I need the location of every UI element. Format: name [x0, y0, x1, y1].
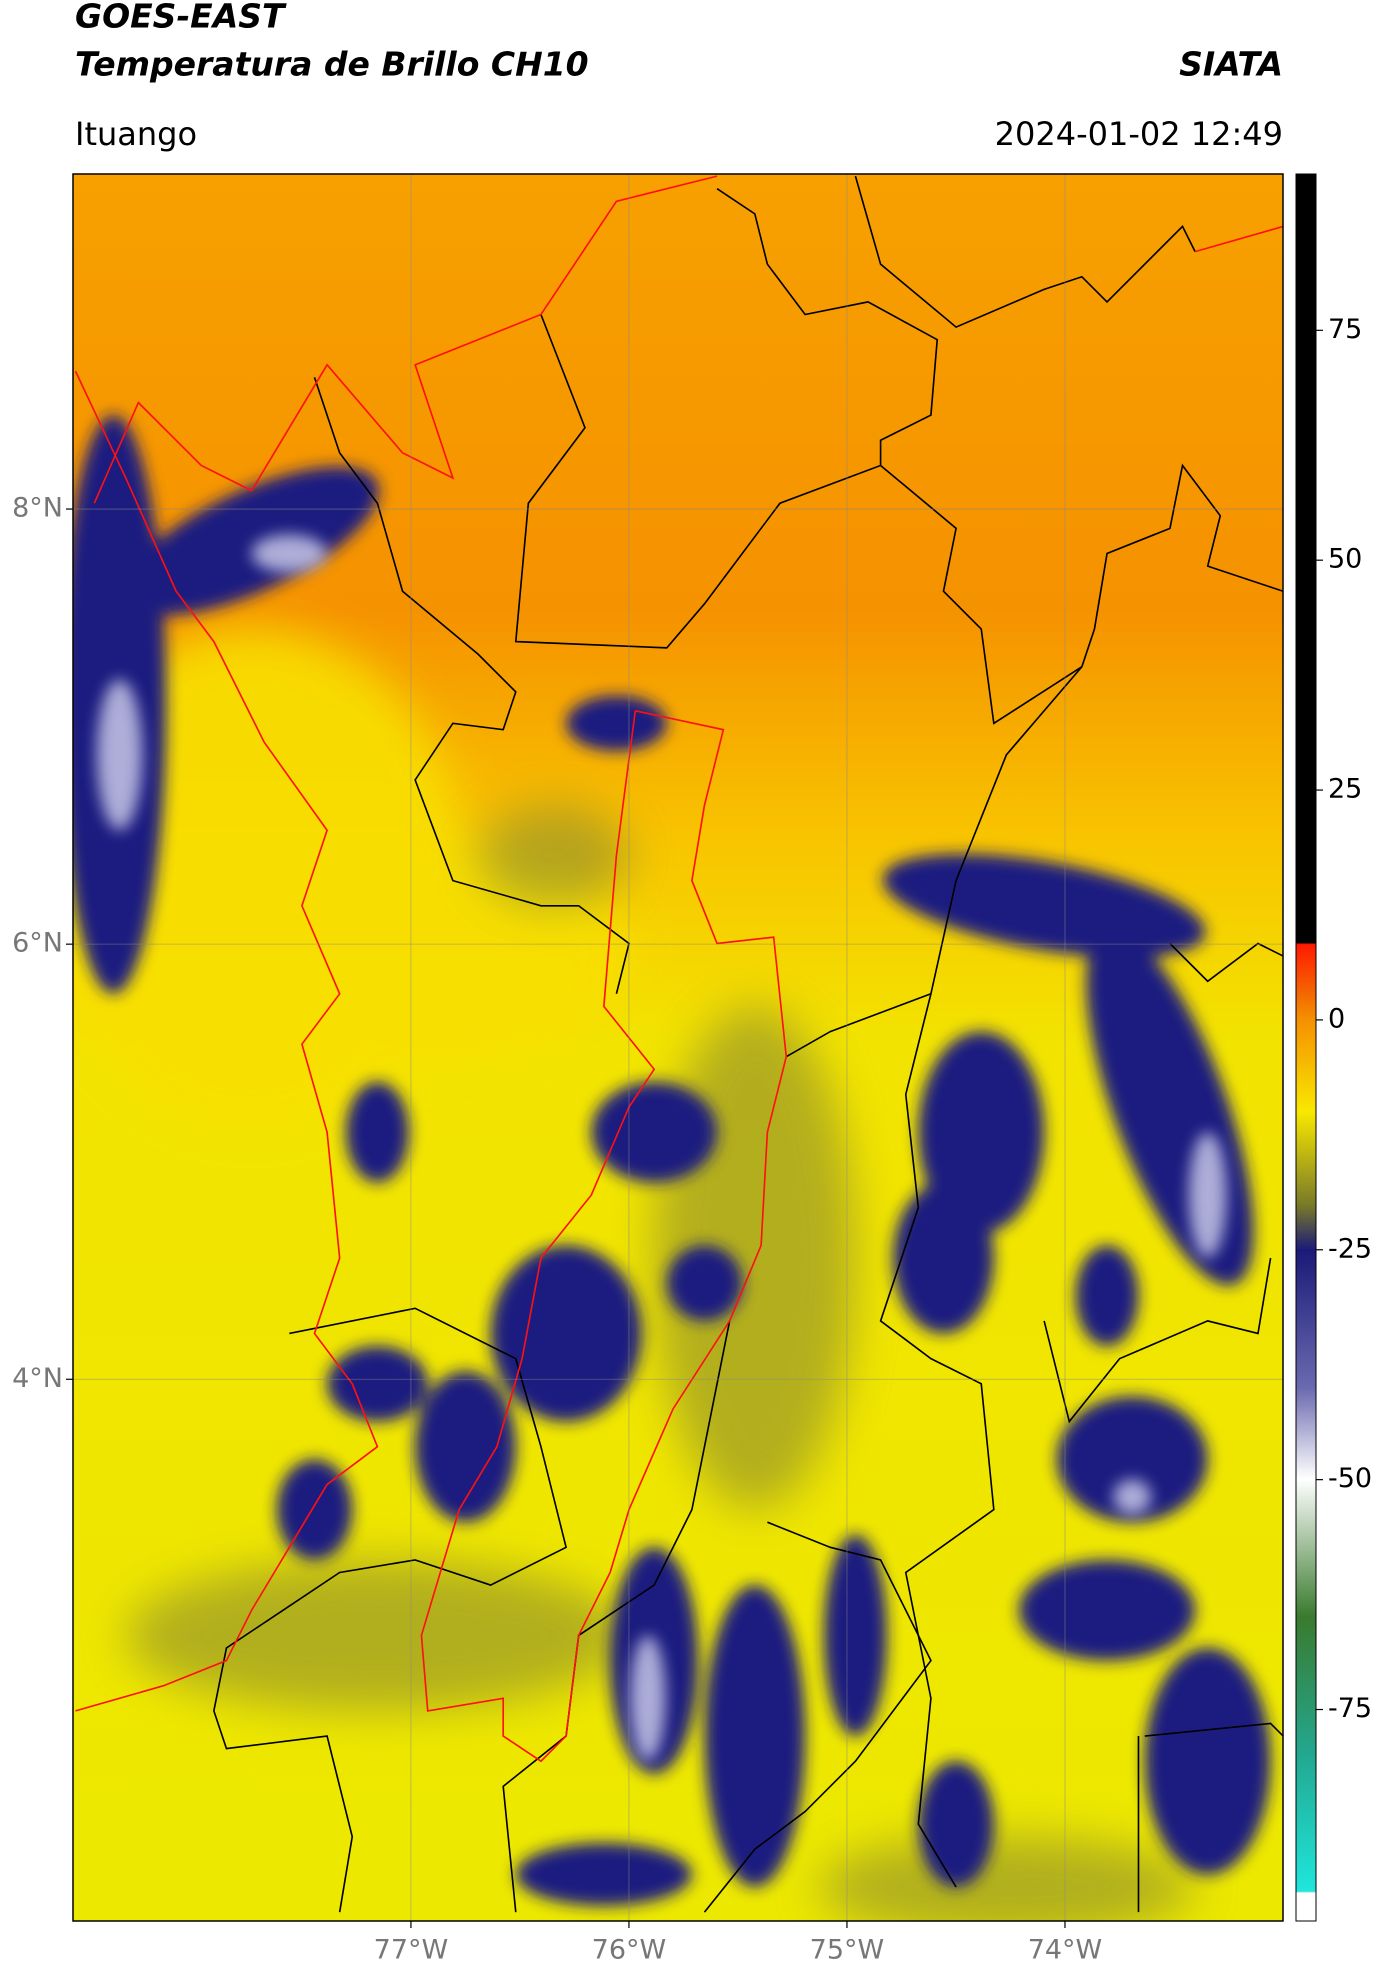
satellite-image: [73, 174, 1283, 1921]
timestamp: 2024-01-02 12:49: [995, 115, 1283, 153]
colorbar-tick-label: 25: [1328, 774, 1362, 805]
title: GOES-EAST: [75, 0, 287, 36]
colorbar-tick-label: -50: [1328, 1463, 1372, 1494]
y-tick-label: 8°N: [12, 493, 63, 524]
colorbar-tick-label: -75: [1328, 1693, 1372, 1724]
brand: SIATA: [1179, 45, 1283, 84]
x-tick-label: 77°W: [374, 1935, 449, 1966]
colorbar-tick-label: 50: [1328, 544, 1362, 575]
grid: [73, 174, 1283, 1921]
subtitle: Temperatura de Brillo CH10: [75, 45, 589, 84]
y-tick-label: 4°N: [12, 1363, 63, 1394]
location: Ituango: [75, 115, 197, 153]
map-frame: [72, 173, 1284, 1922]
x-tick-label: 74°W: [1028, 1935, 1103, 1966]
x-tick-label: 76°W: [592, 1935, 667, 1966]
colorbar: [1295, 173, 1317, 1922]
x-tick-label: 75°W: [810, 1935, 885, 1966]
y-tick-label: 6°N: [12, 928, 63, 959]
colorbar-tick-label: -25: [1328, 1233, 1372, 1264]
colorbar-tick-label: 75: [1328, 314, 1362, 345]
colorbar-tick-label: 0: [1328, 1003, 1345, 1034]
